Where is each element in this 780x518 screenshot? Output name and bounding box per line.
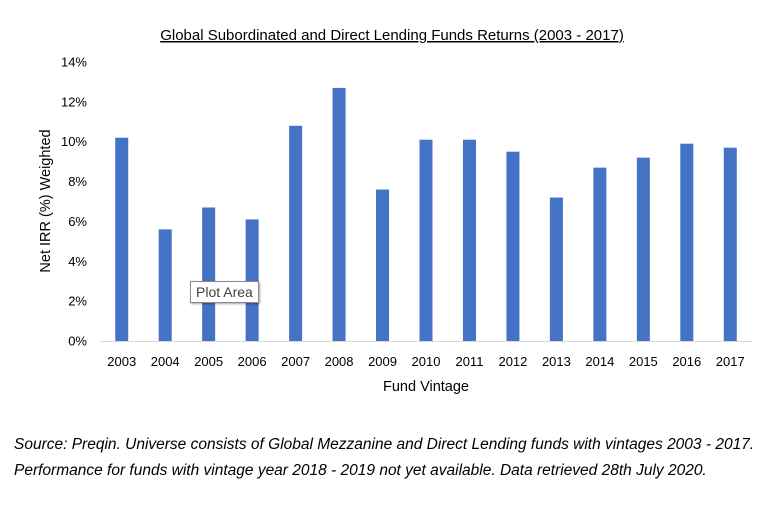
x-tick-label: 2005 [194, 354, 223, 369]
y-tick-label: 10% [61, 134, 87, 149]
bar-2008 [332, 87, 346, 342]
plot-area-tooltip: Plot Area [190, 281, 259, 303]
y-tick-label: 2% [68, 294, 87, 309]
y-axis-ticks: 0% 2% 4% 6% 8% 10% 12% 14% [61, 55, 87, 349]
bar-2007 [289, 125, 303, 342]
bar-2015 [636, 157, 650, 341]
bar-2006 [245, 219, 259, 341]
source-note: Source: Preqin. Universe consists of Glo… [14, 436, 755, 479]
y-axis-label: Net IRR (%) Weighted [38, 129, 54, 272]
y-tick-label: 6% [68, 214, 87, 229]
bar-2017 [723, 147, 737, 341]
x-tick-label: 2004 [151, 354, 180, 369]
bar-2005 [202, 207, 216, 341]
x-tick-label: 2012 [498, 354, 527, 369]
x-tick-label: 2010 [412, 354, 441, 369]
x-tick-label: 2007 [281, 354, 310, 369]
x-tick-label: 2016 [672, 354, 701, 369]
bar-2012 [506, 151, 520, 341]
bar-chart: Global Subordinated and Direct Lending F… [38, 27, 752, 395]
chart-title: Global Subordinated and Direct Lending F… [160, 27, 624, 44]
x-tick-label: 2008 [325, 354, 354, 369]
y-tick-label: 0% [68, 334, 87, 349]
x-tick-label: 2013 [542, 354, 571, 369]
y-tick-label: 14% [61, 55, 87, 70]
x-tick-label: 2003 [107, 354, 136, 369]
x-tick-label: 2014 [585, 354, 614, 369]
x-tick-label: 2006 [238, 354, 267, 369]
x-tick-label: 2009 [368, 354, 397, 369]
bar-2014 [593, 167, 607, 341]
bar-2016 [680, 143, 694, 341]
bar-2011 [462, 139, 476, 341]
x-tick-label: 2011 [455, 354, 483, 369]
bar-2004 [158, 229, 172, 341]
x-axis-ticks: 2003 2004 2005 2006 2007 2008 2009 2010 2011 2012… [107, 354, 744, 369]
x-tick-label: 2017 [716, 354, 745, 369]
bar-2013 [549, 197, 563, 341]
x-axis-label: Fund Vintage [383, 379, 469, 395]
y-tick-label: 4% [68, 254, 87, 269]
bars [115, 87, 737, 342]
bar-2003 [115, 137, 129, 341]
bar-2010 [419, 139, 433, 341]
x-tick-label: 2015 [629, 354, 658, 369]
bar-2009 [376, 189, 390, 341]
y-tick-label: 8% [68, 174, 87, 189]
y-tick-label: 12% [61, 94, 87, 109]
